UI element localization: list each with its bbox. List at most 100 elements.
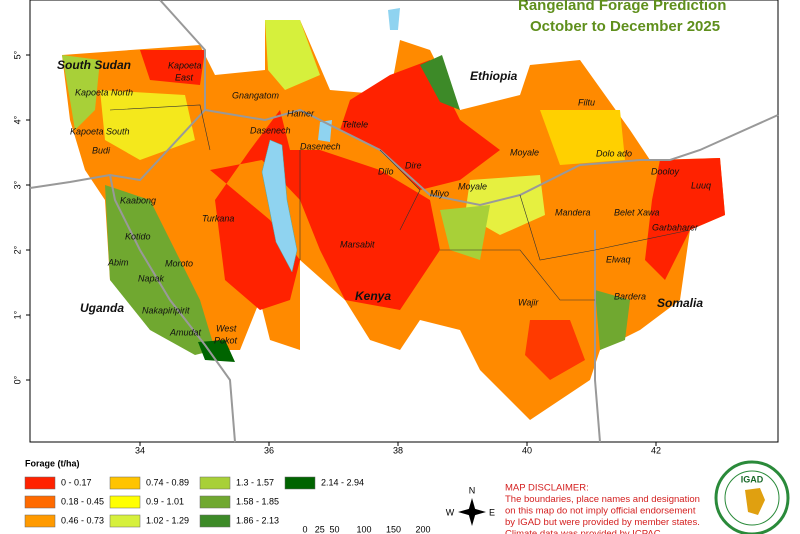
- x-tick-label: 34: [135, 445, 145, 455]
- country-label: Ethiopia: [470, 69, 518, 83]
- place-label: Moyale: [458, 181, 487, 191]
- forage-yellow: [100, 90, 195, 160]
- place-label: Hamer: [287, 108, 315, 118]
- place-label: Kaabong: [120, 195, 156, 205]
- forage-green: [62, 55, 100, 130]
- place-labels: South Sudan Kapoeta East Kapoeta North Kapoe…: [57, 58, 711, 345]
- place-label: Dasenech: [300, 141, 341, 151]
- y-tick-label: 5°: [12, 50, 22, 59]
- scale-label: 200: [415, 524, 430, 534]
- disclaimer-line: The boundaries, place names and designat…: [505, 494, 700, 505]
- place-label: Garbaharer: [652, 222, 699, 232]
- place-label: Mandera: [555, 207, 591, 217]
- place-label: Filtu: [578, 97, 595, 107]
- legend-label: 0.18 - 0.45: [61, 496, 104, 506]
- place-label: Turkana: [202, 213, 234, 223]
- y-tick-label: 2°: [12, 245, 22, 254]
- forage-green: [595, 290, 630, 350]
- country-label: South Sudan: [57, 58, 131, 72]
- compass-letter: W: [446, 507, 455, 517]
- scale-bar: 0 25 50 100 150 200: [302, 524, 430, 534]
- legend-label: 0.9 - 1.01: [146, 496, 184, 506]
- legend-swatch: [24, 495, 56, 509]
- disclaimer-line: on this map do not imply official endors…: [505, 506, 696, 517]
- place-label: East: [175, 72, 194, 82]
- place-label: Kapoeta North: [75, 87, 133, 97]
- forage-red: [525, 320, 585, 380]
- disclaimer-line: by IGAD but were provided by member stat…: [505, 517, 700, 528]
- place-label: Budi: [92, 145, 111, 155]
- district-borders: [109, 104, 691, 301]
- place-label: Moyale: [510, 147, 539, 157]
- forage-darkgreen: [198, 340, 235, 362]
- country-label: Kenya: [355, 289, 391, 303]
- forage-red: [140, 50, 205, 85]
- place-label: Teltele: [342, 119, 368, 129]
- forage-yellow: [265, 20, 320, 90]
- forage-green: [105, 185, 215, 355]
- legend-swatch: [24, 476, 56, 490]
- forage-red: [645, 158, 725, 280]
- scale-label: 100: [356, 524, 371, 534]
- y-tick-label: 1°: [12, 310, 22, 319]
- legend: 0 - 0.17 0.18 - 0.45 0.46 - 0.73 0.74 - 0.8…: [24, 476, 364, 528]
- compass-letter: E: [489, 507, 495, 517]
- place-label: Dooloy: [651, 166, 680, 176]
- x-tick-label: 36: [264, 445, 274, 455]
- compass-letter: N: [469, 485, 476, 495]
- forage-red: [340, 60, 500, 190]
- scale-label: 25: [315, 524, 325, 534]
- legend-label: 1.3 - 1.57: [236, 477, 274, 487]
- legend-label: 0.46 - 0.73: [61, 515, 104, 525]
- map-title: Rangeland Forage Prediction: [518, 0, 726, 14]
- legend-label: 0 - 0.17: [61, 477, 92, 487]
- legend-swatch: [109, 495, 141, 509]
- place-label: Kapoeta: [168, 60, 202, 70]
- legend-swatch: [109, 476, 141, 490]
- legend-swatch: [199, 514, 231, 528]
- scale-label: 0: [302, 524, 307, 534]
- lake: [388, 8, 400, 30]
- place-label: Moroto: [165, 258, 193, 268]
- place-label: Dolo ado: [596, 148, 632, 158]
- legend-label: 1.86 - 2.13: [236, 515, 279, 525]
- disclaimer: MAP DISCLAIMER:The boundaries, place nam…: [505, 483, 700, 534]
- place-label: Kotido: [125, 231, 151, 241]
- map-area: [29, 0, 779, 443]
- x-tick-label: 42: [651, 445, 661, 455]
- legend-swatch: [284, 476, 316, 490]
- place-label: Dasenech: [250, 125, 291, 135]
- scale-label: 50: [329, 524, 339, 534]
- place-label: Bardera: [614, 291, 646, 301]
- place-label: Amudat: [169, 327, 202, 337]
- country-label: Uganda: [80, 301, 124, 315]
- map-title: October to December 2025: [530, 18, 720, 35]
- legend-swatch: [24, 514, 56, 528]
- forage-green: [420, 55, 460, 110]
- place-label: West: [216, 323, 237, 333]
- place-label: Belet Xawa: [614, 207, 660, 217]
- legend-label: 0.74 - 0.89: [146, 477, 189, 487]
- disclaimer-line: MAP DISCLAIMER:: [505, 483, 589, 494]
- place-label: Elwaq: [606, 254, 631, 264]
- axis-ticks: 34 36 38 40 42 0° 1° 2° 3° 4° 5°: [12, 50, 661, 455]
- y-tick-label: 0°: [12, 375, 22, 384]
- logo-text: IGAD: [741, 474, 764, 484]
- place-label: Nakapiripirit: [142, 305, 190, 315]
- disclaimer-line: Climate data was provided by ICPAC: [505, 529, 661, 534]
- lake-turkana: [261, 139, 298, 273]
- legend-label: 1.02 - 1.29: [146, 515, 189, 525]
- legend-swatch: [199, 495, 231, 509]
- place-label: Dire: [405, 160, 422, 170]
- place-label: Gnangatom: [232, 90, 280, 100]
- place-label: Pokot: [214, 335, 238, 345]
- x-tick-label: 38: [393, 445, 403, 455]
- compass: N W E: [446, 485, 495, 526]
- place-label: Wajir: [518, 297, 539, 307]
- igad-logo: IGAD: [714, 460, 790, 534]
- lake: [318, 120, 332, 142]
- place-label: Dilo: [378, 166, 394, 176]
- place-label: Marsabit: [340, 239, 375, 249]
- legend-label: 2.14 - 2.94: [321, 477, 364, 487]
